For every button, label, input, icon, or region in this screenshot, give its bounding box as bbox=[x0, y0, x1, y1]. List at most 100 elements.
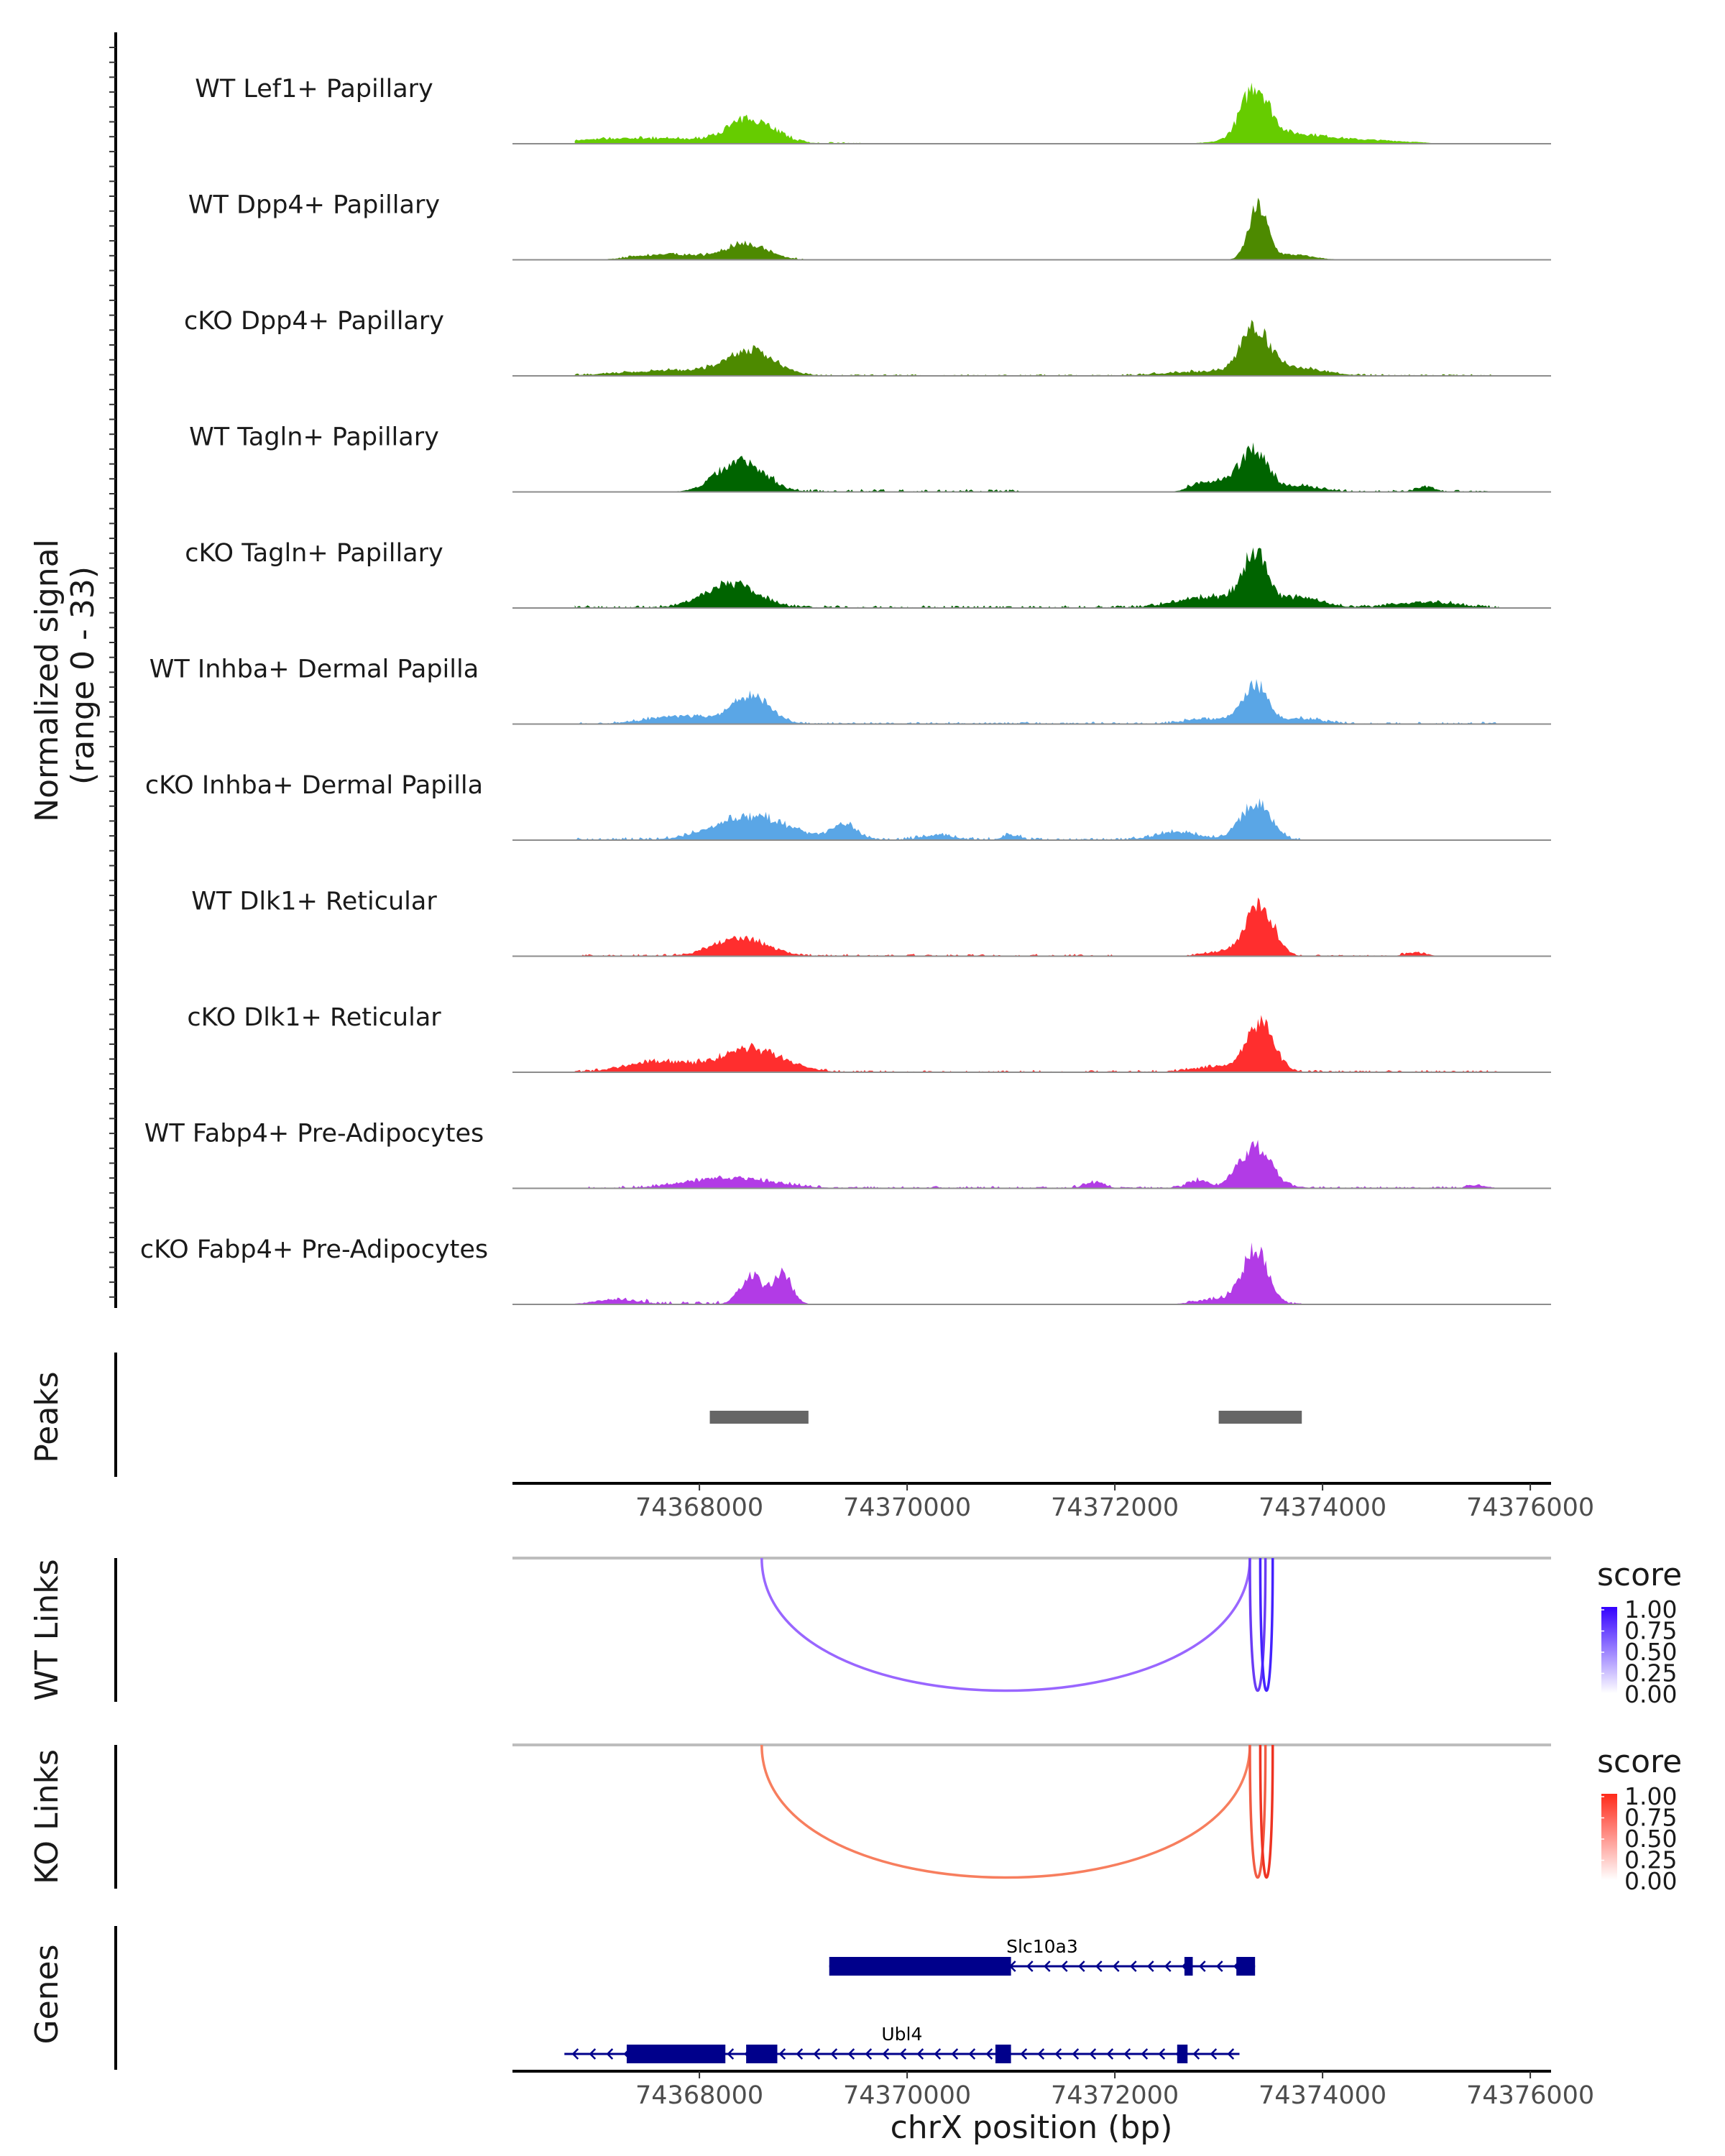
x-axis-title: chrX position (bp) bbox=[891, 2109, 1173, 2146]
coverage-track-label: cKO Inhba+ Dermal Papilla bbox=[145, 771, 483, 800]
coverage-signal bbox=[574, 198, 1531, 260]
strand-arrow bbox=[589, 2048, 597, 2060]
links-legend-colorbar bbox=[1601, 1794, 1617, 1880]
coverage-signal bbox=[574, 320, 1531, 376]
coverage-signal bbox=[574, 678, 1531, 724]
coverage-track: WT Fabp4+ Pre-Adipocytes bbox=[144, 1120, 1551, 1189]
genes-panel: Genes Slc10a3 Ubl4 74368000 74370000 743720… bbox=[29, 1926, 1594, 2146]
strand-arrow bbox=[1106, 2048, 1114, 2060]
links-legend-title: score bbox=[1597, 1743, 1682, 1780]
coverage-signal bbox=[574, 442, 1531, 492]
gene-name-label: Ubl4 bbox=[881, 2024, 922, 2045]
strand-arrow bbox=[1089, 2048, 1097, 2060]
strand-arrow bbox=[1037, 2048, 1045, 2060]
strand-arrow bbox=[882, 2048, 890, 2060]
links-track-label: KO Links bbox=[29, 1749, 65, 1884]
coverage-y-ticks bbox=[109, 47, 116, 1298]
links-legend-tick-label: 1.00 bbox=[1624, 1595, 1677, 1623]
coverage-track-label: WT Inhba+ Dermal Papilla bbox=[150, 655, 479, 684]
gene-name-label: Slc10a3 bbox=[1006, 1936, 1078, 1957]
gene-models: Slc10a3 Ubl4 bbox=[564, 1936, 1256, 2063]
coverage-signal bbox=[574, 547, 1531, 608]
strand-arrow bbox=[1129, 1961, 1137, 1972]
link-arc bbox=[760, 1557, 1251, 1692]
links-legend-tick-label: 0.00 bbox=[1624, 1867, 1677, 1895]
links-legend-tick-label: 1.00 bbox=[1624, 1782, 1677, 1810]
strand-arrow bbox=[865, 2048, 873, 2060]
strand-arrow bbox=[951, 2048, 959, 2060]
strand-arrow bbox=[1060, 1961, 1068, 1972]
peak-regions bbox=[709, 1411, 1302, 1424]
gene-exon bbox=[1177, 2045, 1188, 2063]
links-legend-tick-label: 0.25 bbox=[1624, 1659, 1677, 1687]
coverage-track: WT Dlk1+ Reticular bbox=[191, 888, 1551, 957]
link-arc bbox=[760, 1744, 1251, 1879]
coverage-track-label: cKO Dlk1+ Reticular bbox=[187, 1003, 441, 1032]
strand-arrow bbox=[1215, 1961, 1223, 1972]
coverage-y-axis-label-line1: Normalized signal bbox=[29, 539, 65, 822]
x-axis-tick-label: 74370000 bbox=[843, 1493, 971, 1522]
strand-arrow bbox=[1095, 1961, 1103, 1972]
gene-model: Ubl4 bbox=[564, 2024, 1240, 2063]
link-arc bbox=[1248, 1557, 1267, 1692]
coverage-track: WT Tagln+ Papillary bbox=[189, 423, 1551, 493]
links-legend-tick-label: 0.00 bbox=[1624, 1680, 1677, 1708]
coverage-signal bbox=[574, 897, 1531, 957]
coverage-y-axis-label-line2: (range 0 - 33) bbox=[65, 566, 101, 785]
coverage-signal bbox=[574, 1140, 1531, 1189]
strand-arrow bbox=[899, 2048, 907, 2060]
gene-exon bbox=[626, 2045, 726, 2063]
gene-model: Slc10a3 bbox=[829, 1936, 1256, 1976]
links-legend-colorbar bbox=[1601, 1607, 1617, 1693]
strand-arrow bbox=[778, 2048, 786, 2060]
gene-exon bbox=[995, 2045, 1011, 2063]
x-axis-tick-label: 74368000 bbox=[635, 1493, 763, 1522]
strand-arrow bbox=[1077, 1961, 1085, 1972]
coverage-track-label: cKO Tagln+ Papillary bbox=[185, 539, 443, 568]
coverage-track-label: cKO Dpp4+ Papillary bbox=[184, 307, 444, 336]
links-track-label: WT Links bbox=[29, 1559, 65, 1700]
x-axis-tick-label: 74368000 bbox=[635, 2081, 763, 2110]
strand-arrow bbox=[1146, 1961, 1154, 1972]
gene-exon bbox=[829, 1957, 1011, 1976]
strand-arrow bbox=[968, 2048, 976, 2060]
coverage-track-label: WT Dpp4+ Papillary bbox=[188, 191, 440, 220]
links-legend-tick-label: 0.50 bbox=[1624, 1825, 1677, 1853]
gene-exon bbox=[1184, 1957, 1193, 1976]
peak-region bbox=[1218, 1411, 1302, 1424]
links-legend-tick-label: 0.75 bbox=[1624, 1617, 1677, 1645]
strand-arrow bbox=[1141, 2048, 1149, 2060]
gene-exon bbox=[1236, 1957, 1256, 1976]
x-axis-tick-label: 74374000 bbox=[1259, 2081, 1386, 2110]
strand-arrow bbox=[1164, 1961, 1172, 1972]
coverage-track: cKO Dpp4+ Papillary bbox=[184, 307, 1551, 377]
strand-arrow bbox=[934, 2048, 942, 2060]
link-arc bbox=[1259, 1744, 1274, 1879]
links-legend-tick-label: 0.50 bbox=[1624, 1638, 1677, 1666]
strand-arrow bbox=[606, 2048, 614, 2060]
gene-exon bbox=[746, 2045, 778, 2063]
coverage-track-label: cKO Fabp4+ Pre-Adipocytes bbox=[140, 1235, 488, 1264]
links-legend-tick-label: 0.25 bbox=[1624, 1846, 1677, 1874]
coverage-track-label: WT Dlk1+ Reticular bbox=[191, 888, 437, 916]
strand-arrow bbox=[985, 2048, 993, 2060]
link-arc bbox=[1248, 1744, 1267, 1879]
strand-arrow bbox=[813, 2048, 821, 2060]
strand-arrow bbox=[1123, 2048, 1131, 2060]
coverage-tracks: WT Lef1+ Papillary WT Dpp4+ Papillary cKO … bbox=[140, 75, 1551, 1305]
coverage-track: WT Inhba+ Dermal Papilla bbox=[150, 655, 1551, 725]
coverage-signal bbox=[574, 83, 1531, 144]
strand-arrow bbox=[1043, 1961, 1051, 1972]
x-axis-tick-label: 74376000 bbox=[1466, 2081, 1594, 2110]
peaks-panel: Peaks 74368000 74370000 74372000 74374000 74… bbox=[29, 1353, 1594, 1522]
x-axis-tick-label: 74370000 bbox=[843, 2081, 971, 2110]
strand-arrow bbox=[847, 2048, 855, 2060]
strand-arrow bbox=[1210, 2048, 1218, 2060]
coverage-panel: Normalized signal (range 0 - 33) WT Lef1… bbox=[29, 32, 1551, 1308]
x-axis-bottom: 74368000 74370000 74372000 74374000 74376000 bbox=[512, 2070, 1594, 2110]
strand-arrow bbox=[571, 2048, 579, 2060]
